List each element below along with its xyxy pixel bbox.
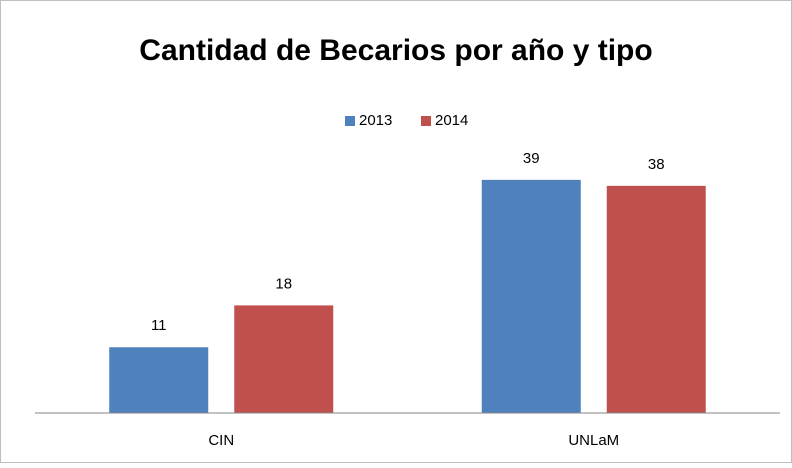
data-label: 11 — [151, 317, 167, 334]
data-label: 38 — [648, 156, 665, 173]
legend-swatch — [421, 116, 431, 126]
x-tick-label: CIN — [208, 432, 234, 449]
data-label: 18 — [275, 275, 292, 292]
legend-swatch — [345, 116, 355, 126]
data-label: 39 — [523, 150, 540, 167]
bar — [606, 185, 706, 413]
x-tick-label: UNLaM — [568, 432, 619, 449]
chart-title: Cantidad de Becarios por año y tipo — [139, 34, 652, 67]
bar — [481, 179, 581, 413]
bar — [109, 347, 209, 413]
bar — [234, 305, 334, 413]
legend-label: 2013 — [359, 112, 392, 129]
legend-label: 2014 — [435, 112, 468, 129]
